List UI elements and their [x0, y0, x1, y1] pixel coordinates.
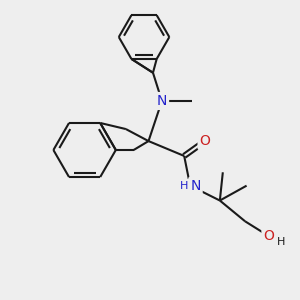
Text: N: N	[157, 94, 167, 108]
Text: N: N	[190, 179, 201, 193]
Text: H: H	[180, 181, 188, 191]
Text: H: H	[277, 237, 286, 247]
Text: O: O	[200, 134, 210, 148]
Text: O: O	[263, 229, 274, 243]
